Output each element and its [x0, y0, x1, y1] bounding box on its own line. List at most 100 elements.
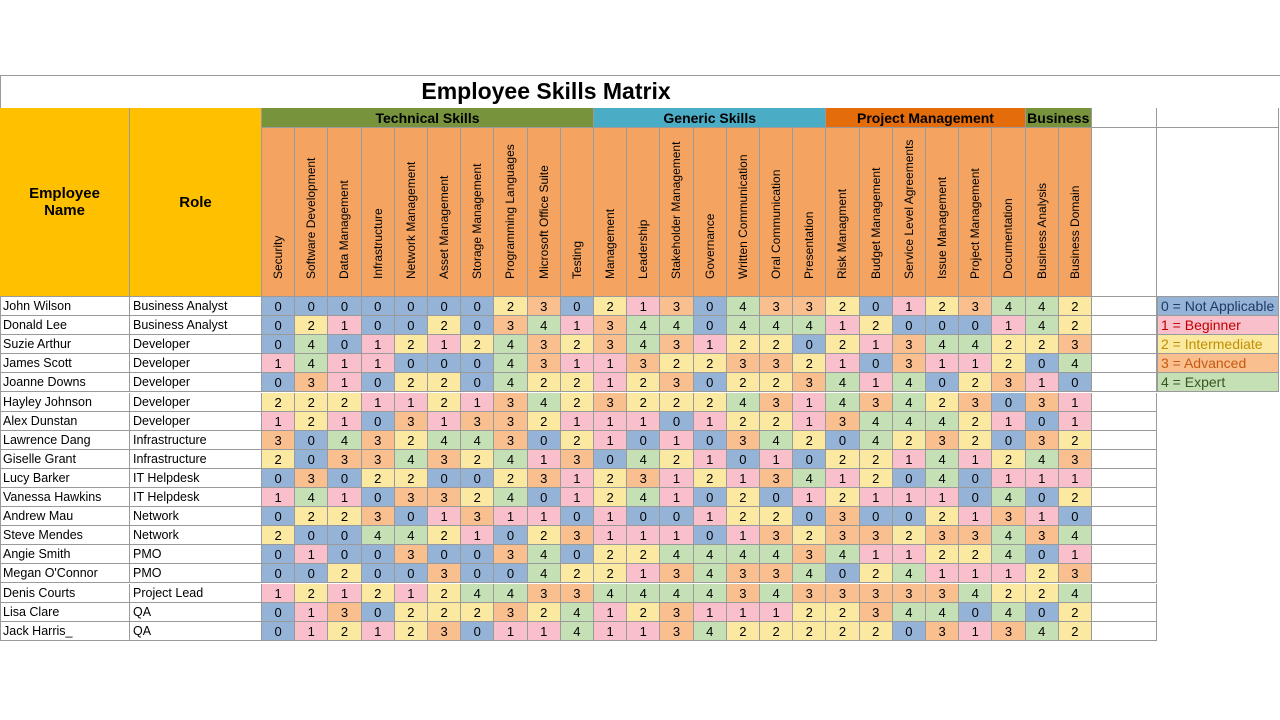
- employee-role[interactable]: PMO: [130, 545, 262, 565]
- skill-score-cell[interactable]: 2: [693, 354, 727, 374]
- skill-score-cell[interactable]: 0: [660, 411, 694, 431]
- skill-score-cell[interactable]: 4: [992, 526, 1026, 546]
- skill-score-cell[interactable]: 4: [527, 316, 561, 336]
- skill-score-cell[interactable]: 2: [494, 468, 528, 488]
- skill-score-cell[interactable]: 4: [660, 583, 694, 603]
- skill-score-cell[interactable]: 4: [295, 354, 329, 374]
- header-employee-name[interactable]: Employee Name: [0, 108, 130, 297]
- skill-score-cell[interactable]: 1: [859, 545, 893, 565]
- skill-score-cell[interactable]: 0: [428, 354, 462, 374]
- skill-score-cell[interactable]: 2: [428, 316, 462, 336]
- skill-score-cell[interactable]: 2: [527, 602, 561, 622]
- skill-score-cell[interactable]: 3: [560, 583, 594, 603]
- skill-score-cell[interactable]: 3: [361, 430, 395, 450]
- skill-score-cell[interactable]: 1: [361, 392, 395, 412]
- skill-score-cell[interactable]: 2: [328, 564, 362, 584]
- skill-score-cell[interactable]: 0: [560, 297, 594, 317]
- employee-role[interactable]: Developer: [130, 335, 262, 355]
- skill-score-cell[interactable]: 1: [726, 526, 760, 546]
- skill-column-header[interactable]: Presentation: [793, 128, 827, 297]
- skill-score-cell[interactable]: 4: [760, 583, 794, 603]
- skill-score-cell[interactable]: 3: [760, 564, 794, 584]
- skill-score-cell[interactable]: 3: [992, 621, 1026, 641]
- skill-score-cell[interactable]: 3: [361, 449, 395, 469]
- skill-score-cell[interactable]: 2: [361, 583, 395, 603]
- skill-score-cell[interactable]: 0: [262, 507, 296, 527]
- skill-score-cell[interactable]: 3: [527, 297, 561, 317]
- empty-cell[interactable]: [1092, 373, 1157, 393]
- skill-score-cell[interactable]: 4: [1058, 583, 1092, 603]
- skill-score-cell[interactable]: 2: [992, 335, 1026, 355]
- skill-score-cell[interactable]: 2: [826, 297, 860, 317]
- skill-score-cell[interactable]: 2: [627, 392, 661, 412]
- skill-score-cell[interactable]: 1: [1025, 373, 1059, 393]
- skill-score-cell[interactable]: 3: [627, 354, 661, 374]
- skill-score-cell[interactable]: 2: [627, 602, 661, 622]
- skill-column-header[interactable]: Management: [594, 128, 628, 297]
- skill-score-cell[interactable]: 1: [660, 488, 694, 508]
- skill-score-cell[interactable]: 1: [992, 468, 1026, 488]
- skill-score-cell[interactable]: 2: [926, 545, 960, 565]
- skill-score-cell[interactable]: 2: [793, 354, 827, 374]
- skill-column-header[interactable]: Risk Managment: [826, 128, 860, 297]
- skill-score-cell[interactable]: 0: [361, 297, 395, 317]
- skill-score-cell[interactable]: 3: [1058, 564, 1092, 584]
- header-role[interactable]: Role: [130, 108, 262, 297]
- skill-score-cell[interactable]: 4: [428, 430, 462, 450]
- skill-score-cell[interactable]: 4: [494, 583, 528, 603]
- skill-score-cell[interactable]: 2: [760, 621, 794, 641]
- skill-score-cell[interactable]: 2: [627, 373, 661, 393]
- skill-score-cell[interactable]: 0: [1025, 602, 1059, 622]
- empty-cell[interactable]: [1092, 468, 1157, 488]
- skill-score-cell[interactable]: 4: [295, 335, 329, 355]
- skill-score-cell[interactable]: 2: [1058, 297, 1092, 317]
- empty-cell[interactable]: [1092, 354, 1157, 374]
- skill-score-cell[interactable]: 1: [627, 526, 661, 546]
- empty-cell[interactable]: [1092, 526, 1157, 546]
- skill-score-cell[interactable]: 0: [394, 354, 428, 374]
- skill-score-cell[interactable]: 1: [1058, 392, 1092, 412]
- skill-score-cell[interactable]: 3: [660, 621, 694, 641]
- skill-score-cell[interactable]: 2: [527, 526, 561, 546]
- skill-score-cell[interactable]: 3: [394, 545, 428, 565]
- empty-cell[interactable]: [1092, 602, 1157, 622]
- skill-score-cell[interactable]: 4: [494, 354, 528, 374]
- skill-score-cell[interactable]: 0: [428, 297, 462, 317]
- employee-name[interactable]: Angie Smith: [0, 545, 130, 565]
- skill-score-cell[interactable]: 2: [1025, 583, 1059, 603]
- skill-score-cell[interactable]: 2: [560, 392, 594, 412]
- skill-score-cell[interactable]: 0: [859, 507, 893, 527]
- skill-score-cell[interactable]: 3: [461, 507, 495, 527]
- skill-score-cell[interactable]: 2: [726, 411, 760, 431]
- employee-role[interactable]: Project Lead: [130, 583, 262, 603]
- skill-score-cell[interactable]: 4: [992, 488, 1026, 508]
- skill-score-cell[interactable]: 2: [361, 468, 395, 488]
- skill-column-header[interactable]: Written Communication: [726, 128, 760, 297]
- skill-score-cell[interactable]: 0: [295, 297, 329, 317]
- skill-score-cell[interactable]: 4: [1025, 621, 1059, 641]
- skill-score-cell[interactable]: 2: [428, 526, 462, 546]
- employee-role[interactable]: Infrastructure: [130, 430, 262, 450]
- skill-score-cell[interactable]: 3: [660, 602, 694, 622]
- skill-score-cell[interactable]: 2: [892, 430, 926, 450]
- employee-role[interactable]: Infrastructure: [130, 449, 262, 469]
- empty-cell[interactable]: [1092, 392, 1157, 412]
- empty-cell[interactable]: [1092, 449, 1157, 469]
- skill-score-cell[interactable]: 3: [560, 449, 594, 469]
- skill-score-cell[interactable]: 3: [793, 373, 827, 393]
- skill-score-cell[interactable]: 3: [760, 297, 794, 317]
- skill-score-cell[interactable]: 1: [959, 449, 993, 469]
- skill-score-cell[interactable]: 2: [826, 488, 860, 508]
- employee-name[interactable]: Giselle Grant: [0, 449, 130, 469]
- skill-score-cell[interactable]: 4: [494, 449, 528, 469]
- skill-score-cell[interactable]: 0: [527, 488, 561, 508]
- skill-score-cell[interactable]: 0: [1058, 507, 1092, 527]
- skill-score-cell[interactable]: 3: [394, 411, 428, 431]
- skill-score-cell[interactable]: 0: [394, 507, 428, 527]
- skill-score-cell[interactable]: 1: [295, 621, 329, 641]
- skill-score-cell[interactable]: 2: [461, 602, 495, 622]
- empty-cell[interactable]: [1092, 128, 1157, 297]
- skill-score-cell[interactable]: 0: [461, 564, 495, 584]
- skill-score-cell[interactable]: 0: [494, 526, 528, 546]
- skill-score-cell[interactable]: 4: [793, 316, 827, 336]
